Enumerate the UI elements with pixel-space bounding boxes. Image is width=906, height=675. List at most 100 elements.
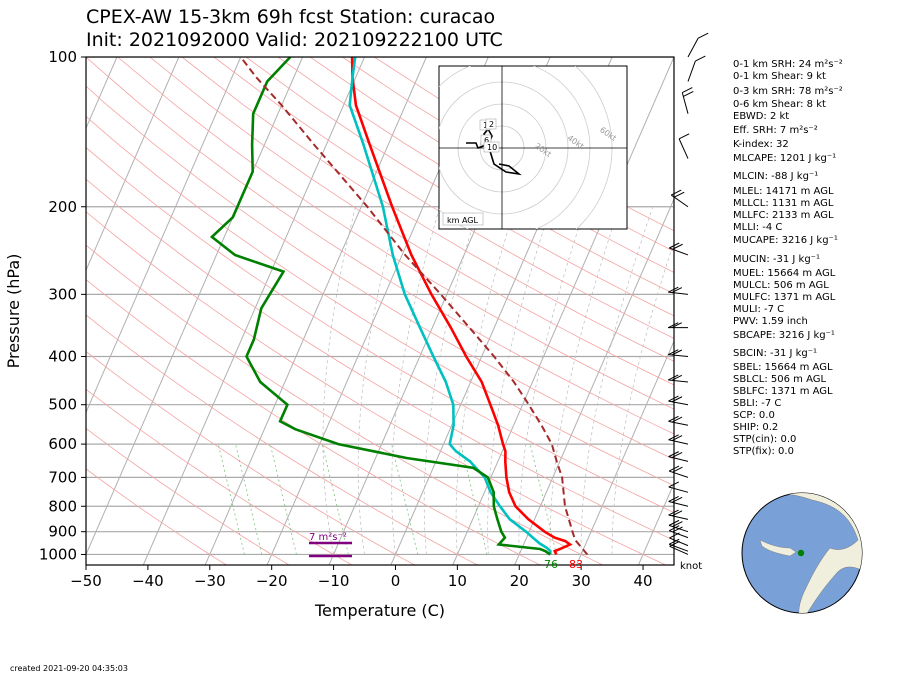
dry-adiabat-line (245, 57, 674, 317)
index-line: SCP: 0.0 (733, 410, 775, 421)
dry-adiabat-line (86, 244, 604, 565)
wind-barb-flag (672, 466, 683, 473)
location-globe (741, 492, 863, 614)
created-timestamp: created 2021-09-20 04:35:03 (10, 664, 128, 673)
wind-barb-flag (668, 242, 680, 249)
wind-barb-flag (697, 32, 709, 39)
dry-adiabat-line (213, 57, 674, 339)
dry-adiabat-line (149, 57, 674, 386)
wind-barb-flag (668, 509, 679, 516)
moist-adiabat-line (580, 206, 654, 555)
dry-adiabat-line (309, 57, 674, 273)
wind-barb-staff (687, 60, 696, 82)
index-line: SBLFC: 1371 m AGL (733, 386, 833, 397)
index-line: MLLFC: 2133 m AGL (733, 210, 834, 221)
wind-barb-flag (668, 349, 679, 356)
plot-frame (85, 56, 675, 566)
index-line: SBLCL: 506 m AGL (733, 374, 827, 385)
mixing-ratio-line (269, 444, 297, 555)
hodograph-legend-box (442, 212, 484, 226)
profile-series-3 (239, 57, 589, 556)
index-line: SBLI: -7 C (733, 398, 782, 409)
index-line: MLCAPE: 1201 J kg⁻¹ (733, 153, 837, 164)
y-tick-label: 900 (48, 523, 77, 541)
mixing-ratio-line (217, 444, 245, 555)
wind-barb-staff (668, 456, 689, 462)
index-line: MLLCL: 1131 m AGL (733, 198, 834, 209)
index-line: EBWD: 2 kt (733, 111, 790, 122)
dry-adiabat-line (86, 85, 674, 460)
wind-barb-staff (668, 500, 689, 507)
x-tick-label: −10 (318, 572, 350, 590)
wind-barb-flag (668, 525, 680, 532)
dry-adiabat-line (86, 147, 674, 514)
index-line: 0-1 km Shear: 9 kt (733, 71, 826, 82)
wind-barb-flag (671, 510, 683, 517)
moist-adiabat-line (611, 240, 674, 555)
index-line: Eff. SRH: 7 m²s⁻² (733, 125, 818, 136)
y-axis-label: Pressure (hPa) (4, 254, 23, 369)
isotherm-line (86, 57, 304, 556)
index-line: 0-1 km SRH: 24 m²s⁻² (733, 59, 843, 70)
x-axis-label: Temperature (C) (314, 601, 445, 620)
index-line: MULFC: 1371 m AGL (733, 292, 836, 303)
globe-land-central (759, 539, 797, 557)
hodograph-height-box (485, 118, 497, 130)
index-line: MULI: -7 C (733, 304, 785, 315)
isotherm-line (86, 57, 180, 272)
x-tick-label: 40 (634, 572, 653, 590)
hodograph-height-label: 2 (489, 120, 494, 129)
mixing-ratio-line (321, 444, 349, 555)
x-tick-label: 30 (572, 572, 591, 590)
wind-barb-staff (669, 530, 689, 539)
wind-barb-flag (678, 133, 690, 140)
wind-barb-flag (672, 243, 683, 250)
index-line: STP(fix): 0.0 (733, 446, 794, 457)
hodograph-height-box (483, 141, 500, 153)
wind-barb-staff (669, 247, 689, 256)
dry-adiabat-line (86, 211, 666, 565)
x-tick-label: −20 (256, 572, 288, 590)
index-line: MULCL: 506 m AGL (733, 280, 829, 291)
y-tick-label: 800 (48, 497, 77, 515)
dry-adiabat-line (86, 115, 674, 487)
moist-adiabat-line (322, 206, 356, 555)
wind-barb-flag (671, 435, 683, 442)
moist-adiabat-line (487, 206, 552, 555)
wind-barb-flag (671, 396, 683, 403)
y-tick-label: 600 (48, 435, 77, 453)
wind-barb-flag (668, 451, 679, 458)
index-line: K-index: 32 (733, 139, 789, 150)
hodograph-height-label: 6 (484, 136, 489, 145)
mixing-ratio-line (460, 444, 488, 555)
index-line: STP(cin): 0.0 (733, 434, 797, 445)
wind-barb-flag (671, 452, 683, 458)
wind-barb-staff (668, 400, 689, 406)
wind-barb-flag (668, 496, 679, 502)
wind-barb-flag (668, 415, 679, 422)
index-line: MLCIN: -88 J kg⁻¹ (733, 171, 819, 182)
dry-adiabat-line (117, 57, 674, 410)
wind-barb-staff (668, 470, 689, 478)
wind-barb-staff (668, 291, 689, 295)
index-line: MUCIN: -31 J kg⁻¹ (733, 254, 820, 265)
hodograph-height-label: 10 (487, 143, 497, 152)
wind-barb-flag (671, 287, 683, 294)
wind-barb-flag (667, 322, 679, 329)
isotherm-line (86, 57, 242, 414)
index-line: 0-3 km SRH: 78 m²s⁻² (733, 86, 843, 97)
isotherm-line (576, 340, 674, 565)
moist-adiabat-line (357, 206, 400, 555)
wind-barb-flag (682, 87, 693, 94)
moist-adiabat-line (518, 206, 586, 555)
hodograph-axis-label: km AGL (447, 216, 479, 225)
wind-barb-flag (670, 189, 682, 196)
index-line: SBCIN: -31 J kg⁻¹ (733, 348, 818, 359)
index-line: PWV: 1.59 inch (733, 316, 808, 327)
wind-barb-flag (671, 374, 683, 381)
dry-adiabat-line (86, 427, 290, 565)
x-tick-label: 10 (448, 572, 467, 590)
wind-barb-flag (668, 374, 679, 381)
dry-adiabat-line (86, 57, 674, 435)
wind-barb-staff (668, 486, 689, 493)
